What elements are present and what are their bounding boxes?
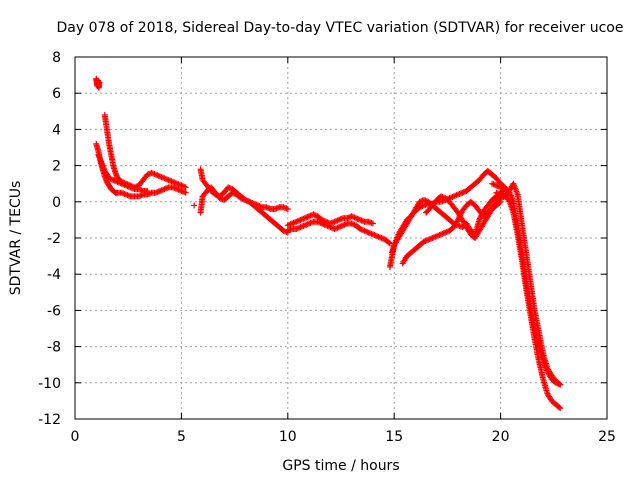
data-point bbox=[557, 381, 564, 388]
data-point bbox=[496, 199, 503, 206]
data-point bbox=[273, 205, 280, 212]
y-tick-label: 4 bbox=[52, 122, 61, 138]
data-point bbox=[385, 239, 392, 246]
data-point bbox=[557, 405, 564, 412]
data-point bbox=[144, 187, 151, 194]
y-tick-label: -12 bbox=[38, 412, 61, 428]
data-point bbox=[138, 187, 145, 194]
x-tick-label: 5 bbox=[177, 429, 186, 445]
grid bbox=[75, 57, 607, 419]
x-tick-label: 10 bbox=[279, 429, 297, 445]
data-point bbox=[145, 190, 152, 197]
y-tick-label: -10 bbox=[38, 376, 61, 392]
data-point bbox=[367, 219, 374, 226]
y-tick-label: 6 bbox=[52, 86, 61, 102]
data-point bbox=[137, 186, 144, 193]
data-point bbox=[137, 192, 144, 199]
y-tick-label: -4 bbox=[47, 267, 61, 283]
data-point bbox=[281, 204, 288, 211]
y-tick-label: -6 bbox=[47, 303, 61, 319]
data-point bbox=[556, 380, 563, 387]
x-tick-label: 15 bbox=[385, 429, 403, 445]
x-tick-label: 20 bbox=[492, 429, 510, 445]
y-tick-label: 8 bbox=[52, 50, 61, 66]
y-tick-label: 2 bbox=[52, 159, 61, 175]
data-point bbox=[369, 220, 376, 227]
y-tick-label: 0 bbox=[52, 195, 61, 211]
data-point bbox=[283, 205, 290, 212]
data-point bbox=[264, 204, 271, 211]
x-axis-label: GPS time / hours bbox=[282, 458, 399, 474]
data-point bbox=[274, 204, 281, 211]
data-point bbox=[182, 184, 189, 191]
data-points bbox=[93, 75, 564, 412]
data-point bbox=[96, 79, 103, 86]
chart-title: Day 078 of 2018, Sidereal Day-to-day VTE… bbox=[57, 20, 624, 36]
x-tick-label: 25 bbox=[598, 429, 616, 445]
data-point bbox=[368, 219, 375, 226]
y-axis-label: SDTVAR / TECUs bbox=[8, 181, 24, 296]
axes: 0 5 10 15 20 25 -12 -10 -8 -6 -4 -2 0 2 4 6 8 bbox=[38, 50, 616, 445]
y-tick-label: -8 bbox=[47, 340, 61, 356]
data-point bbox=[191, 202, 198, 209]
data-point bbox=[345, 214, 352, 221]
data-point bbox=[266, 205, 273, 212]
x-tick-label: 0 bbox=[71, 429, 80, 445]
y-tick-label: -2 bbox=[47, 231, 61, 247]
data-point bbox=[182, 189, 189, 196]
data-point bbox=[284, 206, 291, 213]
data-point bbox=[556, 404, 563, 411]
